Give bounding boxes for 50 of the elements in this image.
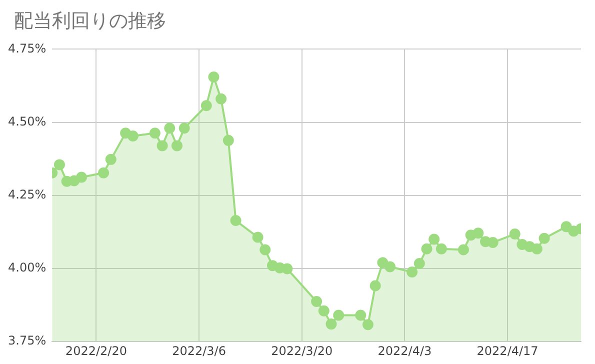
point <box>178 122 190 134</box>
point <box>421 243 432 254</box>
point <box>458 244 469 256</box>
point <box>414 258 425 270</box>
point <box>164 122 176 134</box>
point <box>538 232 550 244</box>
point <box>311 296 322 308</box>
point <box>531 243 542 254</box>
point <box>222 134 234 146</box>
point <box>54 159 65 170</box>
point <box>509 228 520 240</box>
point <box>487 236 498 248</box>
point <box>252 232 264 243</box>
point <box>282 263 293 274</box>
x-tick-label: 2022/3/6 <box>172 344 226 358</box>
point <box>216 93 227 104</box>
point <box>230 215 242 226</box>
y-tick-label: 4.25% <box>8 188 46 202</box>
point <box>200 100 212 112</box>
chart-title: 配当利回りの推移 <box>14 9 166 34</box>
point <box>406 266 418 278</box>
point <box>370 280 381 292</box>
point <box>436 243 447 254</box>
point <box>98 167 110 178</box>
point <box>326 318 337 330</box>
point <box>208 71 220 82</box>
point <box>472 228 484 239</box>
point <box>384 261 396 272</box>
point <box>318 305 330 316</box>
point <box>105 154 116 165</box>
point <box>260 244 271 256</box>
point <box>171 140 182 152</box>
point <box>428 234 440 245</box>
point <box>76 172 88 183</box>
x-tick-label: 2022/2/20 <box>65 344 127 358</box>
point <box>362 319 374 330</box>
point <box>355 310 366 321</box>
x-tick-label: 2022/4/3 <box>378 344 432 358</box>
y-tick-label: 3.75% <box>8 334 46 348</box>
point <box>377 257 388 268</box>
y-tick-label: 4.00% <box>8 260 46 275</box>
point <box>149 128 160 139</box>
y-tick-label: 4.50% <box>8 114 46 128</box>
point <box>333 310 344 321</box>
x-tick-label: 2022/3/20 <box>271 344 333 358</box>
x-tick-label: 2022/4/17 <box>476 344 538 358</box>
point <box>127 130 138 142</box>
point <box>560 221 572 232</box>
y-tick-label: 4.75% <box>8 41 46 56</box>
point <box>156 140 168 152</box>
